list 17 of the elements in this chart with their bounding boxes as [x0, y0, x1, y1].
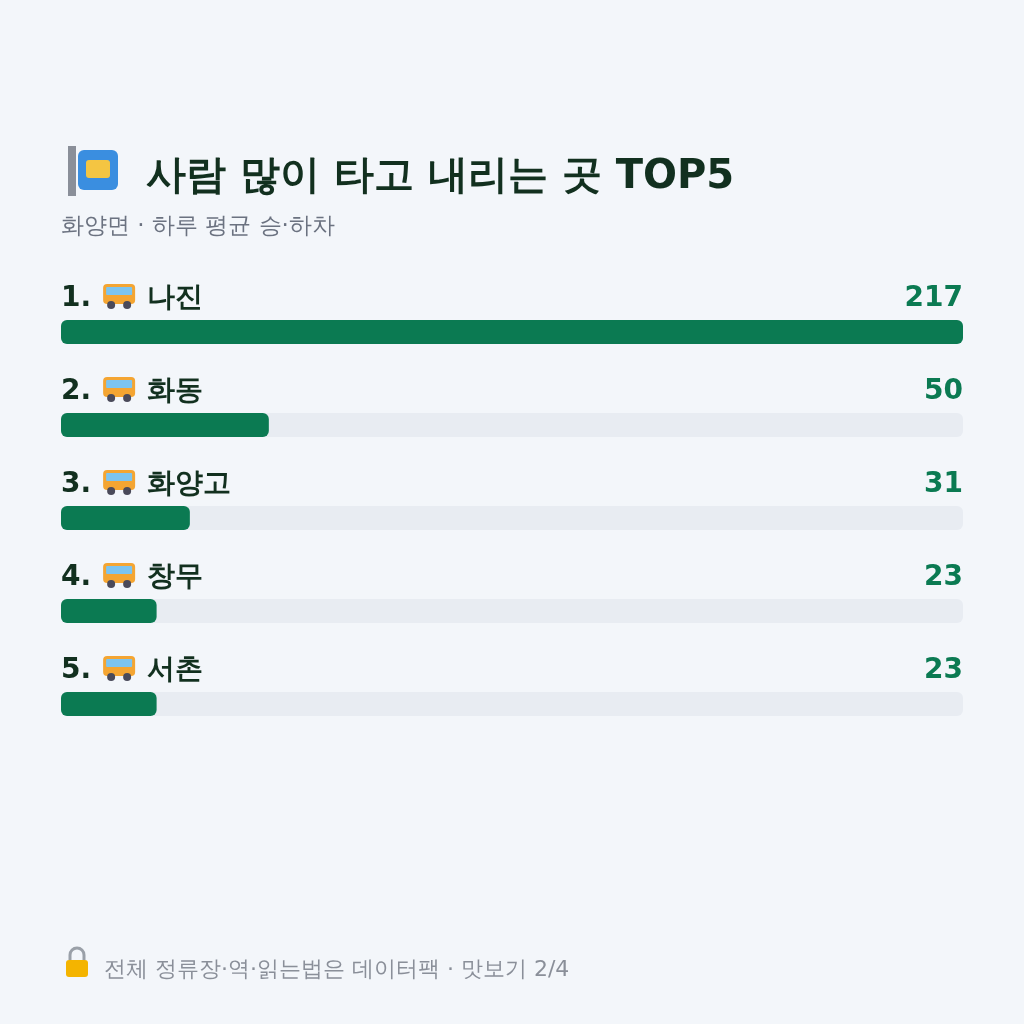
category-label: 4. 창무: [61, 559, 204, 592]
category-label: 1. 나진: [61, 280, 204, 313]
category-label: 2. 화동: [61, 373, 204, 406]
data-label: 217: [904, 280, 963, 313]
bar: [61, 599, 157, 623]
bar: [61, 692, 157, 716]
category-label: 5. 서촌: [61, 652, 204, 685]
bar: [61, 413, 269, 437]
chart-subtitle: 화양면 · 하루 평균 승·하차: [61, 212, 335, 238]
data-label: 23: [924, 559, 963, 592]
data-label: 23: [924, 652, 963, 685]
data-label: 31: [924, 466, 963, 499]
category-label: 3. 화양고: [61, 466, 232, 499]
text: 전체 정류장·역·읽는법은 데이터팩 · 맛보기 2/4: [104, 956, 570, 981]
data-label: 50: [924, 373, 963, 406]
chart-title: 사람 많이 타고 내리는 곳 TOP5: [146, 151, 735, 197]
bar: [61, 506, 190, 530]
